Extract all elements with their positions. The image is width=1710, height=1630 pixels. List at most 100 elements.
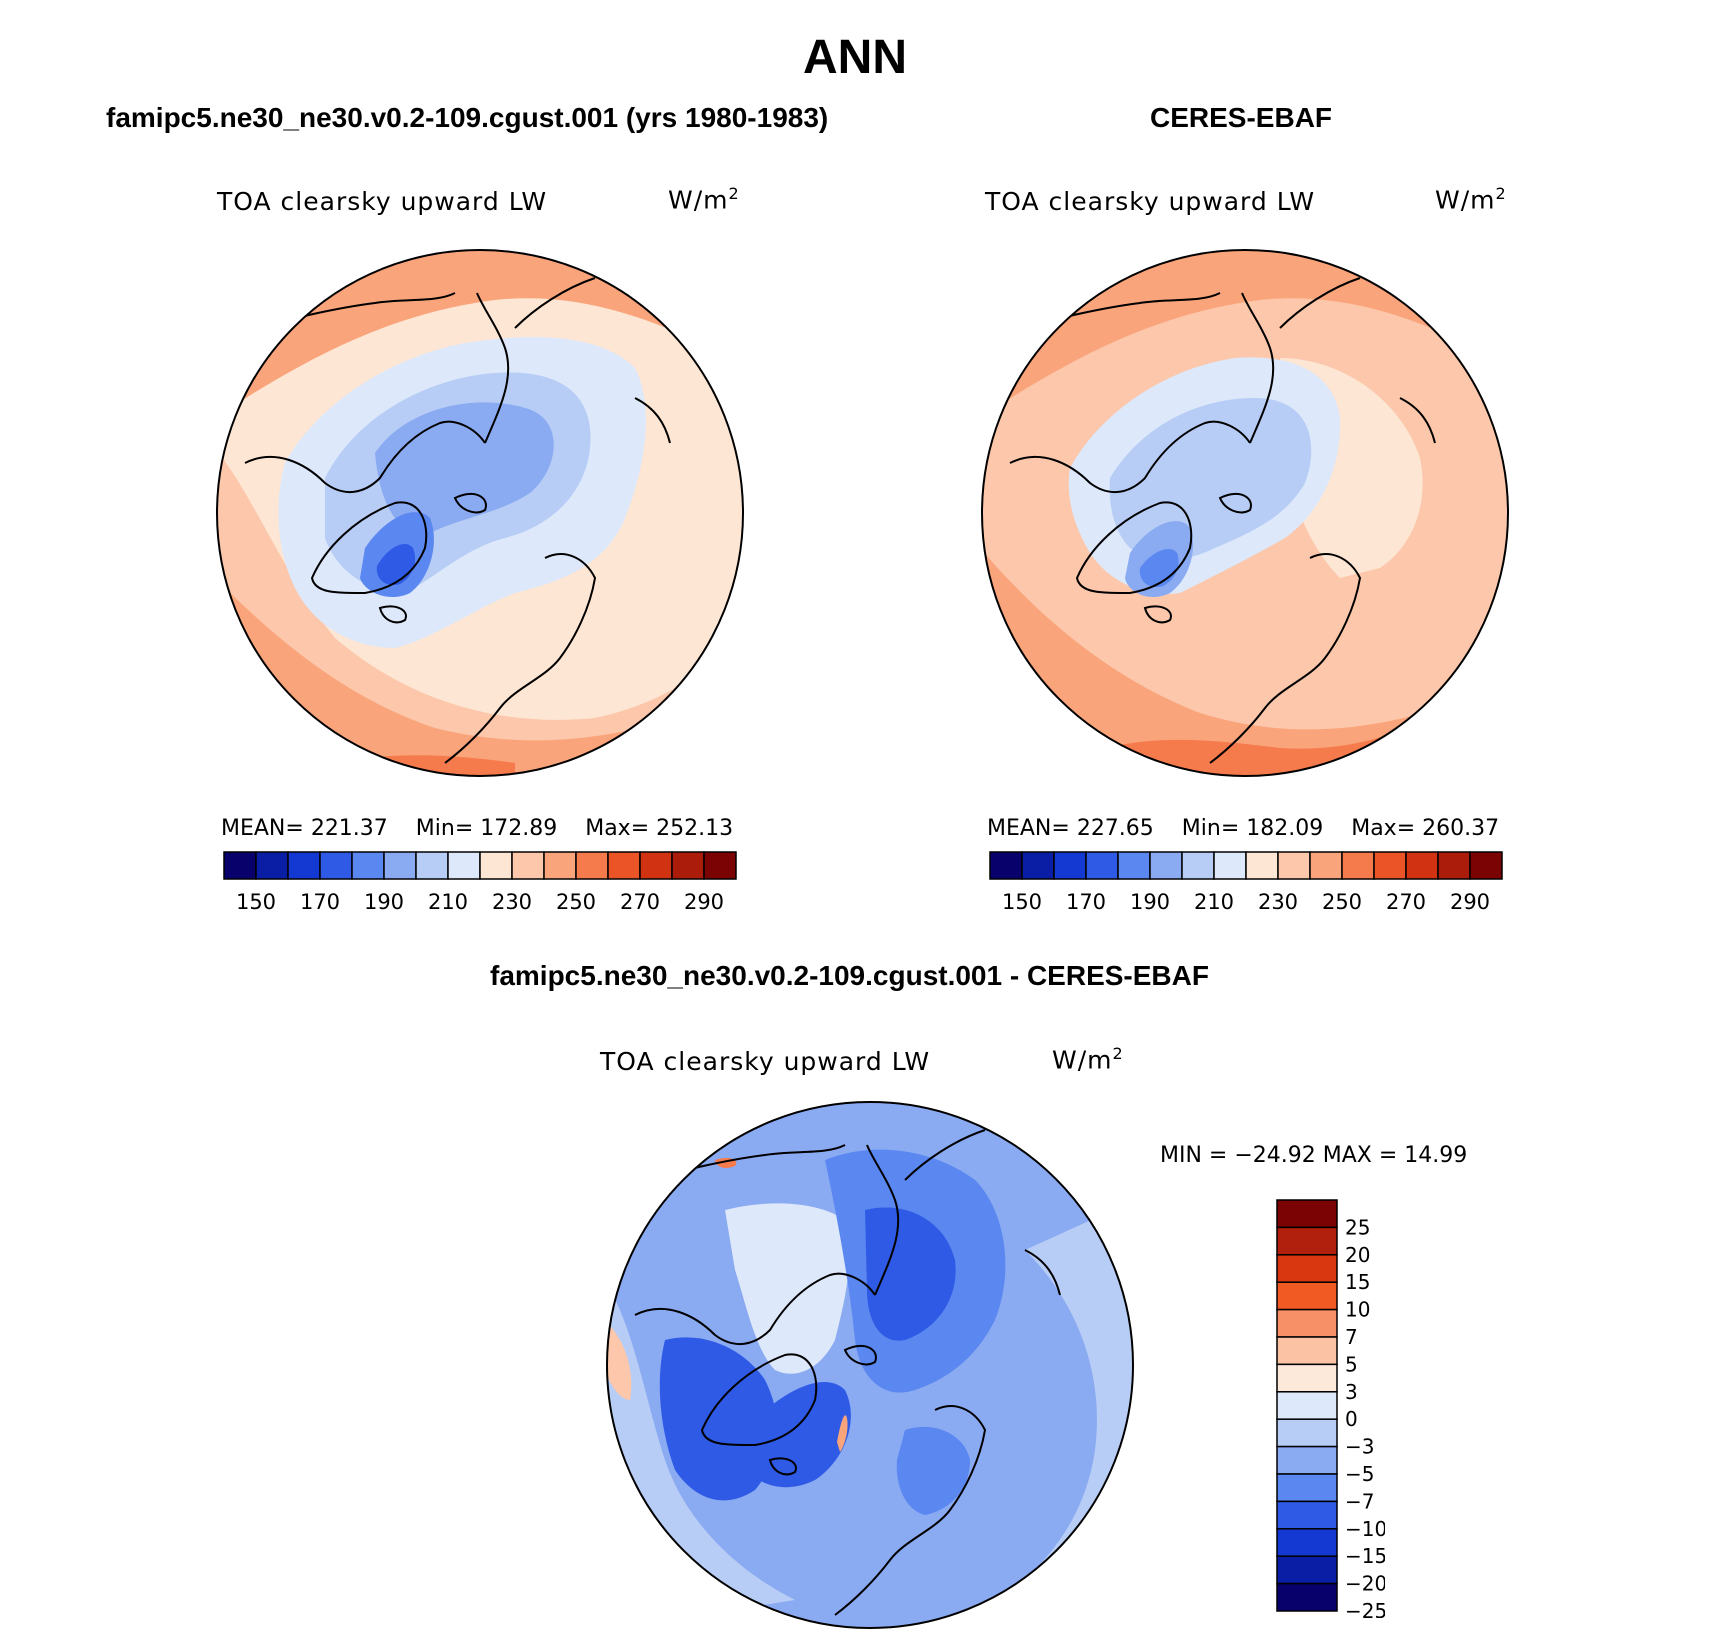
colorbar-swatch bbox=[1021, 851, 1055, 880]
difference-units: W/m2 bbox=[1052, 1044, 1124, 1074]
colorbar-swatch bbox=[1276, 1391, 1338, 1420]
colorbar-swatch bbox=[1276, 1500, 1338, 1530]
left-polar-map bbox=[216, 249, 744, 777]
right-stats: MEAN= 227.65 Min= 182.09 Max= 260.37 bbox=[987, 816, 1499, 841]
right-stat-mean: MEAN= 227.65 bbox=[987, 816, 1154, 841]
left-stat-mean: MEAN= 221.37 bbox=[221, 816, 388, 841]
left-units-text: W/m bbox=[668, 185, 729, 215]
colorbar-swatch bbox=[1181, 851, 1215, 880]
colorbar-swatch bbox=[1405, 851, 1439, 880]
colorbar-swatch bbox=[1213, 851, 1247, 880]
colorbar-tick-label: −25 bbox=[1345, 1599, 1385, 1618]
colorbar-swatch bbox=[319, 851, 353, 880]
colorbar-tick-label: −7 bbox=[1345, 1489, 1374, 1513]
difference-variable-title: TOA clearsky upward LW bbox=[600, 1047, 931, 1076]
colorbar-swatch bbox=[1085, 851, 1119, 880]
colorbar-swatch bbox=[1276, 1226, 1338, 1256]
colorbar-tick-label: 230 bbox=[1258, 890, 1298, 914]
colorbar-swatch bbox=[1276, 1199, 1338, 1229]
colorbar-tick-label: 10 bbox=[1345, 1298, 1370, 1322]
colorbar-swatch bbox=[989, 851, 1023, 880]
colorbar-tick-label: 150 bbox=[1002, 890, 1042, 914]
colorbar-swatch bbox=[1276, 1555, 1338, 1585]
right-polar-map bbox=[981, 249, 1509, 777]
colorbar-tick-label: 190 bbox=[1130, 890, 1170, 914]
colorbar-swatch bbox=[1341, 851, 1375, 880]
colorbar-swatch bbox=[511, 851, 545, 880]
colorbar-swatch bbox=[1276, 1254, 1338, 1283]
colorbar-tick-label: 230 bbox=[492, 890, 532, 914]
colorbar-tick-label: 170 bbox=[1066, 890, 1106, 914]
colorbar-swatch bbox=[383, 851, 417, 880]
colorbar-tick-label: 5 bbox=[1345, 1352, 1358, 1376]
colorbar-tick-label: 190 bbox=[364, 890, 404, 914]
colorbar-tick-label: 0 bbox=[1345, 1407, 1358, 1431]
difference-colorbar: 25 20 15 10 7 5 3 0 −3 −5 −7 −10 −15 −20 −25 bbox=[1276, 1199, 1385, 1618]
left-stats: MEAN= 221.37 Min= 172.89 Max= 252.13 bbox=[221, 816, 733, 841]
colorbar-swatch bbox=[1276, 1582, 1338, 1612]
colorbar-swatch bbox=[703, 851, 737, 880]
right-colorbar: 150 170 190 210 230 250 270 290 bbox=[989, 851, 1503, 914]
difference-units-exponent: 2 bbox=[1112, 1044, 1124, 1063]
colorbar-tick-label: 15 bbox=[1345, 1270, 1370, 1294]
right-colorbar-labels: 150 170 190 210 230 250 270 290 bbox=[1002, 890, 1490, 914]
right-units: W/m2 bbox=[1435, 184, 1507, 214]
right-variable-title: TOA clearsky upward LW bbox=[985, 187, 1316, 216]
difference-case-title: famipc5.ne30_ne30.v0.2-109.cgust.001 - C… bbox=[490, 960, 1209, 991]
colorbar-tick-label: 150 bbox=[236, 890, 276, 914]
colorbar-swatch bbox=[1245, 851, 1279, 880]
colorbar-swatch bbox=[1117, 851, 1151, 880]
left-units: W/m2 bbox=[668, 184, 740, 214]
main-title: ANN bbox=[803, 31, 907, 84]
colorbar-tick-label: −15 bbox=[1345, 1544, 1385, 1568]
colorbar-tick-label: −10 bbox=[1345, 1517, 1385, 1541]
difference-units-text: W/m bbox=[1052, 1045, 1113, 1075]
colorbar-tick-label: 20 bbox=[1345, 1243, 1370, 1267]
right-colorbar-swatches bbox=[989, 851, 1503, 880]
colorbar-swatch bbox=[1053, 851, 1087, 880]
left-variable-title: TOA clearsky upward LW bbox=[217, 187, 548, 216]
colorbar-swatch bbox=[1276, 1528, 1338, 1557]
colorbar-tick-label: 290 bbox=[1450, 890, 1490, 914]
colorbar-swatch bbox=[1276, 1281, 1338, 1311]
colorbar-swatch bbox=[607, 851, 641, 880]
colorbar-swatch bbox=[287, 851, 321, 880]
colorbar-tick-label: 250 bbox=[556, 890, 596, 914]
left-colorbar-labels: 150 170 190 210 230 250 270 290 bbox=[236, 890, 724, 914]
colorbar-tick-label: 3 bbox=[1345, 1380, 1358, 1404]
colorbar-swatch bbox=[1276, 1336, 1338, 1366]
colorbar-swatch bbox=[671, 851, 705, 880]
left-stat-max: Max= 252.13 bbox=[585, 816, 734, 841]
colorbar-swatch bbox=[447, 851, 481, 880]
colorbar-tick-label: −3 bbox=[1345, 1435, 1374, 1459]
colorbar-swatch bbox=[255, 851, 289, 880]
colorbar-tick-label: 7 bbox=[1345, 1325, 1358, 1349]
right-stat-max: Max= 260.37 bbox=[1351, 816, 1500, 841]
difference-colorbar-swatches bbox=[1276, 1199, 1338, 1612]
colorbar-swatch bbox=[1437, 851, 1471, 880]
colorbar-tick-label: 210 bbox=[428, 890, 468, 914]
left-stat-min: Min= 172.89 bbox=[415, 816, 558, 841]
colorbar-tick-label: 170 bbox=[300, 890, 340, 914]
colorbar-swatch bbox=[639, 851, 673, 880]
left-case-title: famipc5.ne30_ne30.v0.2-109.cgust.001 (yr… bbox=[106, 102, 829, 133]
colorbar-swatch bbox=[1469, 851, 1503, 880]
colorbar-swatch bbox=[479, 851, 513, 880]
colorbar-tick-label: 270 bbox=[620, 890, 660, 914]
right-units-text: W/m bbox=[1435, 185, 1496, 215]
right-case-title: CERES-EBAF bbox=[1150, 102, 1333, 133]
left-colorbar: 150 170 190 210 230 250 270 290 bbox=[223, 851, 737, 914]
colorbar-swatch bbox=[1276, 1445, 1338, 1475]
colorbar-swatch bbox=[1276, 1308, 1338, 1338]
colorbar-swatch bbox=[223, 851, 257, 880]
colorbar-swatch bbox=[1149, 851, 1183, 880]
left-colorbar-swatches bbox=[223, 851, 737, 880]
colorbar-tick-label: 270 bbox=[1386, 890, 1426, 914]
colorbar-swatch bbox=[1309, 851, 1343, 880]
colorbar-swatch bbox=[543, 851, 577, 880]
colorbar-swatch bbox=[1276, 1363, 1338, 1393]
colorbar-tick-label: −5 bbox=[1345, 1462, 1374, 1486]
difference-colorbar-labels: 25 20 15 10 7 5 3 0 −3 −5 −7 −10 −15 −20 −25 bbox=[1345, 1215, 1385, 1618]
colorbar-swatch bbox=[1373, 851, 1407, 880]
colorbar-tick-label: 250 bbox=[1322, 890, 1362, 914]
